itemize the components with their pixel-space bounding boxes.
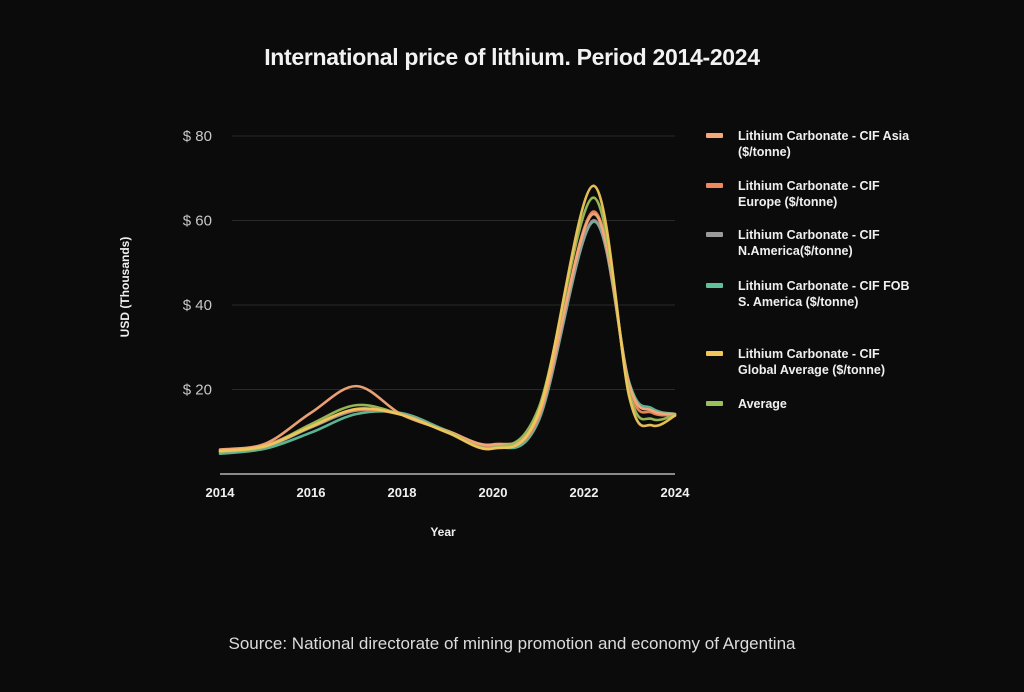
- x-tick-label: 2022: [570, 485, 599, 500]
- legend-swatch: [706, 401, 723, 406]
- source-note: Source: National directorate of mining p…: [228, 634, 796, 653]
- legend-item-global-average[interactable]: Lithium Carbonate - CIF Global Average (…: [706, 346, 918, 378]
- y-axis-title: USD (Thousands): [118, 237, 132, 338]
- x-tick-label: 2016: [297, 485, 326, 500]
- x-tick-label: 2014: [206, 485, 236, 500]
- legend-label: Lithium Carbonate - CIF Europe ($/tonne): [738, 179, 880, 209]
- series-line-4: [218, 184, 677, 453]
- series-lines: [218, 184, 677, 456]
- legend-label: Average: [738, 397, 787, 411]
- legend-swatch: [706, 232, 723, 237]
- legend-item-n-america[interactable]: Lithium Carbonate - CIF N.America($/tonn…: [706, 227, 918, 259]
- y-tick-label: $ 20: [183, 382, 212, 399]
- legend-swatch: [706, 351, 723, 356]
- legend-swatch: [706, 133, 723, 138]
- legend-label: Lithium Carbonate - CIF Global Average (…: [738, 347, 886, 377]
- legend-label: Lithium Carbonate - CIF FOB S. America (…: [738, 279, 910, 309]
- legend-swatch: [706, 183, 723, 188]
- legend-item-average[interactable]: Average: [706, 396, 918, 412]
- legend-item-asia[interactable]: Lithium Carbonate - CIF Asia ($/tonne): [706, 128, 918, 160]
- x-tick-label: 2024: [661, 485, 691, 500]
- x-tick-label: 2018: [388, 485, 417, 500]
- y-tick-label: $ 40: [183, 297, 212, 314]
- chart-title: International price of lithium. Period 2…: [264, 44, 760, 70]
- legend-label: Lithium Carbonate - CIF Asia ($/tonne): [738, 129, 910, 159]
- y-tick-label: $ 60: [183, 213, 212, 230]
- legend-label: Lithium Carbonate - CIF N.America($/tonn…: [738, 228, 880, 258]
- x-axis-ticks: 2014 2016 2018 2020 2022 2024: [206, 485, 691, 500]
- series-line-2: [218, 219, 677, 454]
- legend-item-s-america[interactable]: Lithium Carbonate - CIF FOB S. America (…: [706, 278, 918, 310]
- series-line-0: [218, 212, 677, 451]
- y-axis-ticks: $ 20 $ 40 $ 60 $ 80: [183, 128, 212, 399]
- x-axis-title: Year: [430, 525, 456, 539]
- x-tick-label: 2020: [479, 485, 508, 500]
- legend-item-europe[interactable]: Lithium Carbonate - CIF Europe ($/tonne): [706, 178, 918, 210]
- y-tick-label: $ 80: [183, 128, 212, 145]
- legend-swatch: [706, 283, 723, 288]
